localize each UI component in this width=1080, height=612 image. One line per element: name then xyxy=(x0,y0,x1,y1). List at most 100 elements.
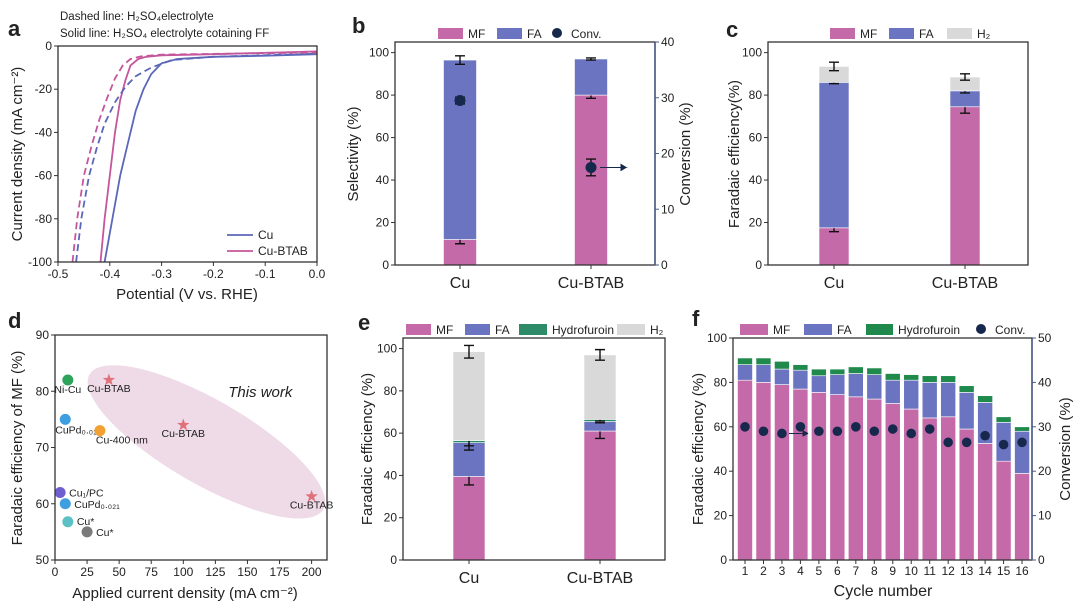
x-tick-label: 0.0 xyxy=(309,267,326,281)
y-tick-label: 60 xyxy=(749,131,763,145)
y-tick-label: 40 xyxy=(714,464,728,478)
x-tick-label: 75 xyxy=(145,565,159,579)
point-label: Cu-BTAB xyxy=(162,428,206,440)
bar-segment-mf xyxy=(977,443,993,561)
bar-segment-mf xyxy=(583,430,617,561)
y-tick-label: 80 xyxy=(376,88,390,102)
x-tick-label: 50 xyxy=(112,565,126,579)
panel-a-y-title: Current density (mA cm⁻²) xyxy=(9,67,26,242)
legend-fa-label: FA xyxy=(527,27,542,41)
panel-a-note-dashed: Dashed line: H₂SO₄electrolyte xyxy=(60,11,214,23)
point-label: Cu-400 nm xyxy=(96,435,148,447)
legend-fa-label: FA xyxy=(495,323,510,337)
panel-label-d: d xyxy=(8,308,21,333)
bar-segment-mf xyxy=(574,94,608,266)
panel-a-x-title: Potential (V vs. RHE) xyxy=(116,286,258,303)
bar-segment-mf xyxy=(792,388,809,561)
bar-segment-hydrofuroin xyxy=(811,368,827,377)
y-tick-label: 40 xyxy=(749,173,763,187)
conversion-point xyxy=(832,426,843,437)
panel-f-y-right-title: Conversion (%) xyxy=(1057,397,1074,500)
category-label: Cu-BTAB xyxy=(558,275,624,292)
conversion-point xyxy=(740,422,750,432)
iv-curve-cu-solid xyxy=(103,53,318,263)
legend-mf-label: MF xyxy=(436,323,453,337)
category-label: Cu xyxy=(450,275,470,292)
bar-segment-hydrofuroin xyxy=(958,385,975,393)
y-tick-label: 20 xyxy=(1038,464,1052,478)
y-tick-label: 80 xyxy=(714,375,728,389)
point-marker xyxy=(54,487,66,498)
category-label: Cu-BTAB xyxy=(567,570,633,587)
x-tick-label: 125 xyxy=(205,565,225,579)
point-marker xyxy=(62,516,74,528)
y-tick-label: 50 xyxy=(36,553,50,567)
iv-curve-cu-dashed xyxy=(75,52,318,263)
y-tick-label: 10 xyxy=(1038,509,1052,523)
legend-mf-swatch xyxy=(830,28,855,39)
panel-b-y-title: Selectivity (%) xyxy=(345,106,362,201)
cycle-label: 3 xyxy=(779,564,786,578)
y-tick-label: 40 xyxy=(384,468,398,482)
y-tick-label: -60 xyxy=(35,169,53,183)
cycle-label: 5 xyxy=(816,564,823,578)
cycle-label: 1 xyxy=(742,564,749,578)
this-work-label: This work xyxy=(228,384,294,401)
legend-hydrofuroin-swatch xyxy=(519,324,547,335)
y-tick-label: 100 xyxy=(742,46,762,60)
error-bar xyxy=(586,57,596,61)
bar-segment-hydrofuroin xyxy=(829,368,846,375)
y-tick-label: 0 xyxy=(1038,553,1045,567)
legend-conv-marker xyxy=(552,28,562,38)
bar-segment-fa xyxy=(755,364,772,383)
conversion-point xyxy=(777,428,787,439)
point-label: CuPd₀.₀₂₁ xyxy=(74,499,120,511)
y-tick-label: 40 xyxy=(1038,375,1052,389)
point-label: Cu* xyxy=(77,516,95,528)
y-tick-label: 20 xyxy=(714,509,728,523)
x-tick-label: -0.5 xyxy=(48,267,69,281)
legend-h2-label: H₂ xyxy=(977,27,991,41)
legend-fa-swatch xyxy=(497,28,522,39)
y-tick-label: 0 xyxy=(720,553,727,567)
conversion-point xyxy=(924,424,935,434)
point-label: CuPd₀.₀₂₁ xyxy=(55,424,101,436)
panel-e-axes xyxy=(402,337,666,561)
point-label: Ni-Cu xyxy=(54,384,81,396)
cycle-label: 6 xyxy=(834,564,841,578)
cycle-label: 14 xyxy=(978,564,992,578)
y-tick-label: 60 xyxy=(36,497,50,511)
y-tick-label: 30 xyxy=(661,91,675,105)
bar-segment-mf xyxy=(1014,473,1030,561)
conversion-point xyxy=(998,439,1009,450)
point-label: Cu* xyxy=(96,527,114,539)
conversion-point xyxy=(943,437,953,448)
bar-segment-hydrofuroin xyxy=(848,366,864,374)
bar-segment-fa xyxy=(903,379,920,410)
category-label: Cu xyxy=(459,570,479,587)
legend-mf-swatch xyxy=(406,324,431,335)
y-tick-label: 0 xyxy=(390,553,397,567)
y-tick-label: 60 xyxy=(714,420,728,434)
bar-segment-hydrofuroin xyxy=(792,364,809,371)
conversion-point xyxy=(887,424,898,434)
iv-curve-cu-btab-solid xyxy=(99,50,318,263)
bar-segment-hydrofuroin xyxy=(977,395,993,403)
this-work-region xyxy=(87,365,326,519)
bar-segment-fa xyxy=(940,382,956,418)
legend-h2-swatch xyxy=(617,324,645,335)
y-tick-label: 80 xyxy=(36,384,50,398)
bar-segment-mf xyxy=(829,394,846,561)
bar-segment-mf xyxy=(949,106,981,266)
bar-segment-mf xyxy=(848,396,864,561)
legend-hydrofuroin-label: Hydrofuroin xyxy=(898,323,960,337)
bar-segment-fa xyxy=(884,379,901,404)
y-tick-label: -80 xyxy=(35,212,53,226)
bar-segment-hydrofuroin xyxy=(921,375,938,383)
legend-fa-swatch xyxy=(804,324,832,335)
point-marker xyxy=(59,413,71,425)
bar-segment-hydrofuroin xyxy=(737,357,753,365)
panel-label-f: f xyxy=(692,306,700,331)
conversion-point xyxy=(454,95,466,107)
conversion-point xyxy=(814,426,824,437)
